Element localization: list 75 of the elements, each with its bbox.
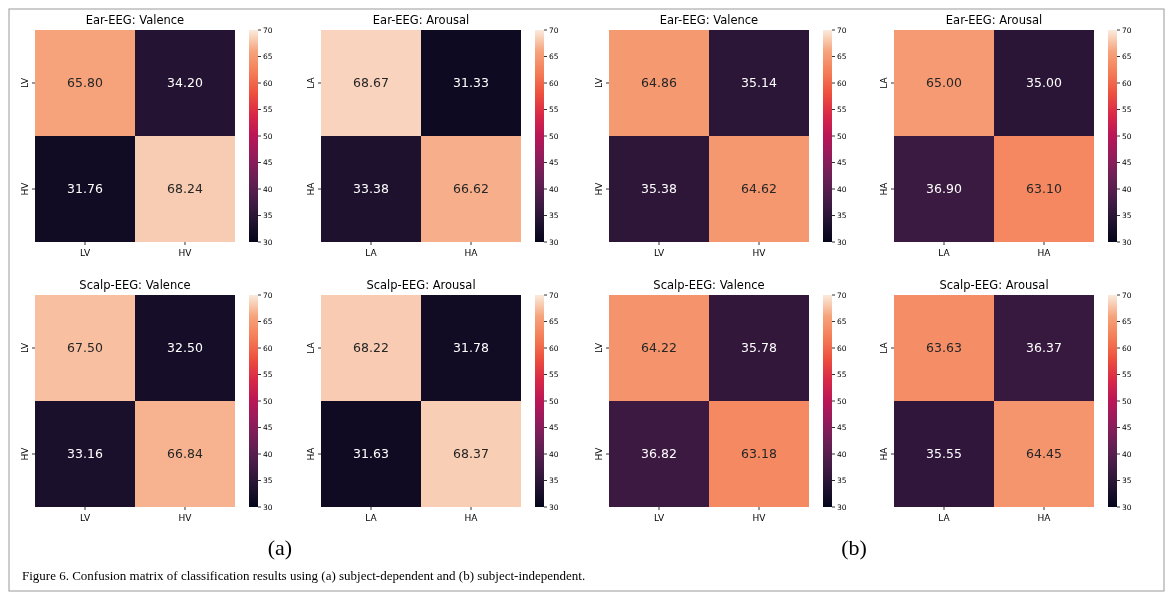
data-label: 66.84 — [167, 446, 203, 462]
y-tick-label: HV — [594, 446, 604, 461]
y-tick-label: LA — [879, 76, 889, 89]
y-tick-label: HA — [306, 181, 316, 196]
x-tick-label: HV — [178, 513, 193, 523]
data-label: 64.22 — [641, 340, 677, 356]
data-label: 64.45 — [1026, 446, 1062, 462]
text: (a) — [267, 535, 293, 560]
y-tick-label: HA — [879, 446, 889, 461]
data-label: 31.33 — [453, 75, 489, 91]
chart-title: Scalp-EEG: Arousal — [939, 278, 1049, 292]
data-label: 36.37 — [1026, 340, 1062, 356]
x-tick-label: LA — [365, 248, 378, 258]
data-label: 65.80 — [67, 75, 103, 91]
data-label: 68.24 — [167, 181, 203, 197]
data-label: 64.62 — [741, 181, 777, 197]
data-label: 65.00 — [926, 75, 962, 91]
y-tick-label: HV — [20, 446, 30, 461]
data-label: 68.22 — [353, 340, 389, 356]
chart-title: Scalp-EEG: Arousal — [366, 278, 476, 292]
y-tick-label: LA — [306, 341, 316, 354]
x-tick-label: LA — [938, 513, 951, 523]
x-tick-label: LA — [938, 248, 951, 258]
x-tick-label: LA — [365, 513, 378, 523]
y-tick-label: HA — [879, 181, 889, 196]
data-label: 35.55 — [926, 446, 962, 462]
data-label: 32.50 — [167, 340, 203, 356]
data-label: 33.16 — [67, 446, 103, 462]
x-tick-label: HA — [1037, 248, 1052, 258]
data-label: 31.63 — [353, 446, 389, 462]
x-tick-label: HA — [464, 248, 479, 258]
x-tick-label: HV — [752, 513, 767, 523]
data-label: 63.10 — [1026, 181, 1062, 197]
data-label: 34.20 — [167, 75, 203, 91]
y-tick-label: LA — [879, 341, 889, 354]
data-label: 67.50 — [67, 340, 103, 356]
chart-title: Ear-EEG: Arousal — [372, 13, 470, 27]
data-label: 35.38 — [641, 181, 677, 197]
x-tick-label: LV — [79, 513, 91, 523]
y-tick-label: LV — [594, 342, 604, 354]
x-tick-label: HV — [178, 248, 193, 258]
chart-title: Ear-EEG: Arousal — [945, 13, 1043, 27]
y-tick-label: LV — [594, 77, 604, 89]
y-tick-label: HA — [306, 446, 316, 461]
x-tick-label: HV — [752, 248, 767, 258]
x-tick-label: LV — [79, 248, 91, 258]
x-tick-label: HA — [1037, 513, 1052, 523]
data-label: 31.78 — [453, 340, 489, 356]
chart-title: Scalp-EEG: Valence — [653, 278, 765, 292]
data-label: 35.00 — [1026, 75, 1062, 91]
y-tick-label: LA — [306, 76, 316, 89]
y-tick-label: HV — [20, 181, 30, 196]
data-label: 64.86 — [641, 75, 677, 91]
data-label: 31.76 — [67, 181, 103, 197]
x-tick-label: HA — [464, 513, 479, 523]
data-label: 68.67 — [353, 75, 389, 91]
x-tick-label: LV — [653, 513, 665, 523]
y-tick-label: LV — [20, 77, 30, 89]
data-label: 35.14 — [741, 75, 777, 91]
data-label: 33.38 — [353, 181, 389, 197]
data-label: 66.62 — [453, 181, 489, 197]
data-label: 36.82 — [641, 446, 677, 462]
text: (b) — [841, 535, 867, 560]
data-label: 63.63 — [926, 340, 962, 356]
data-label: 68.37 — [453, 446, 489, 462]
data-label: 35.78 — [741, 340, 777, 356]
data-label: 63.18 — [741, 446, 777, 462]
chart-title: Ear-EEG: Valence — [659, 13, 759, 27]
data-label: 36.90 — [926, 181, 962, 197]
chart-title: Scalp-EEG: Valence — [79, 278, 191, 292]
x-tick-label: LV — [653, 248, 665, 258]
chart-title: Ear-EEG: Valence — [85, 13, 185, 27]
y-tick-label: LV — [20, 342, 30, 354]
caption: Figure 6. Confusion matrix of classification results using (a) subject-dependent and (b) subject-independent. — [22, 568, 586, 583]
y-tick-label: HV — [594, 181, 604, 196]
